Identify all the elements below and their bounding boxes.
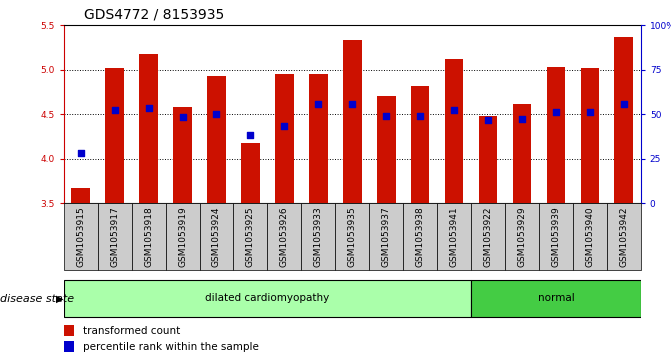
- Bar: [580, 68, 599, 203]
- Bar: [547, 67, 565, 203]
- Bar: [140, 54, 158, 203]
- Text: GSM1053939: GSM1053939: [552, 207, 560, 268]
- Point: [75, 150, 86, 155]
- Text: GSM1053933: GSM1053933: [314, 207, 323, 268]
- Bar: [71, 188, 90, 203]
- Text: GSM1053917: GSM1053917: [110, 207, 119, 268]
- Text: GSM1053937: GSM1053937: [382, 207, 391, 268]
- Bar: [336, 203, 369, 270]
- Bar: [98, 203, 132, 270]
- Bar: [471, 280, 641, 317]
- Text: GDS4772 / 8153935: GDS4772 / 8153935: [84, 8, 224, 22]
- Bar: [343, 40, 362, 203]
- Bar: [615, 37, 633, 203]
- Point: [415, 113, 425, 119]
- Point: [449, 107, 460, 113]
- Bar: [268, 203, 301, 270]
- Point: [584, 109, 595, 115]
- Text: GSM1053942: GSM1053942: [619, 207, 628, 267]
- Point: [279, 123, 290, 129]
- Bar: [64, 203, 98, 270]
- Bar: [105, 68, 124, 203]
- Bar: [513, 104, 531, 203]
- Point: [482, 117, 493, 123]
- Point: [211, 111, 222, 117]
- Text: percentile rank within the sample: percentile rank within the sample: [83, 342, 259, 352]
- Text: GSM1053929: GSM1053929: [517, 207, 527, 267]
- Point: [347, 101, 358, 107]
- Bar: [132, 203, 166, 270]
- Text: GSM1053919: GSM1053919: [178, 207, 187, 268]
- Point: [245, 132, 256, 138]
- Bar: [309, 74, 327, 203]
- Text: GSM1053935: GSM1053935: [348, 207, 357, 268]
- Text: GSM1053938: GSM1053938: [415, 207, 425, 268]
- Text: dilated cardiomyopathy: dilated cardiomyopathy: [205, 293, 329, 303]
- Point: [517, 116, 527, 122]
- Text: GSM1053925: GSM1053925: [246, 207, 255, 267]
- Bar: [478, 116, 497, 203]
- Point: [619, 101, 629, 107]
- Text: GSM1053940: GSM1053940: [585, 207, 595, 267]
- Text: GSM1053941: GSM1053941: [450, 207, 458, 267]
- Text: ▶: ▶: [56, 294, 63, 303]
- Bar: [207, 76, 226, 203]
- Bar: [173, 107, 192, 203]
- Text: transformed count: transformed count: [83, 326, 180, 335]
- Point: [109, 107, 120, 113]
- Text: GSM1053918: GSM1053918: [144, 207, 153, 268]
- Bar: [275, 74, 294, 203]
- Bar: [403, 203, 437, 270]
- Text: GSM1053922: GSM1053922: [484, 207, 493, 267]
- Bar: [369, 203, 403, 270]
- Bar: [234, 203, 268, 270]
- Bar: [301, 203, 336, 270]
- Bar: [64, 280, 471, 317]
- Bar: [539, 203, 573, 270]
- Text: GSM1053926: GSM1053926: [280, 207, 289, 267]
- Bar: [607, 203, 641, 270]
- Bar: [199, 203, 234, 270]
- Bar: [573, 203, 607, 270]
- Point: [313, 101, 323, 107]
- Bar: [241, 143, 260, 203]
- Point: [143, 105, 154, 111]
- Bar: [505, 203, 539, 270]
- Text: normal: normal: [537, 293, 574, 303]
- Text: GSM1053924: GSM1053924: [212, 207, 221, 267]
- Bar: [445, 59, 464, 203]
- Bar: [471, 203, 505, 270]
- Point: [381, 113, 392, 119]
- Text: GSM1053915: GSM1053915: [76, 207, 85, 268]
- Point: [177, 114, 188, 120]
- Bar: [377, 96, 396, 203]
- Bar: [437, 203, 471, 270]
- Point: [551, 109, 562, 115]
- Bar: [64, 341, 74, 352]
- Bar: [166, 203, 199, 270]
- Bar: [411, 86, 429, 203]
- Text: disease state: disease state: [0, 294, 74, 303]
- Bar: [64, 325, 74, 336]
